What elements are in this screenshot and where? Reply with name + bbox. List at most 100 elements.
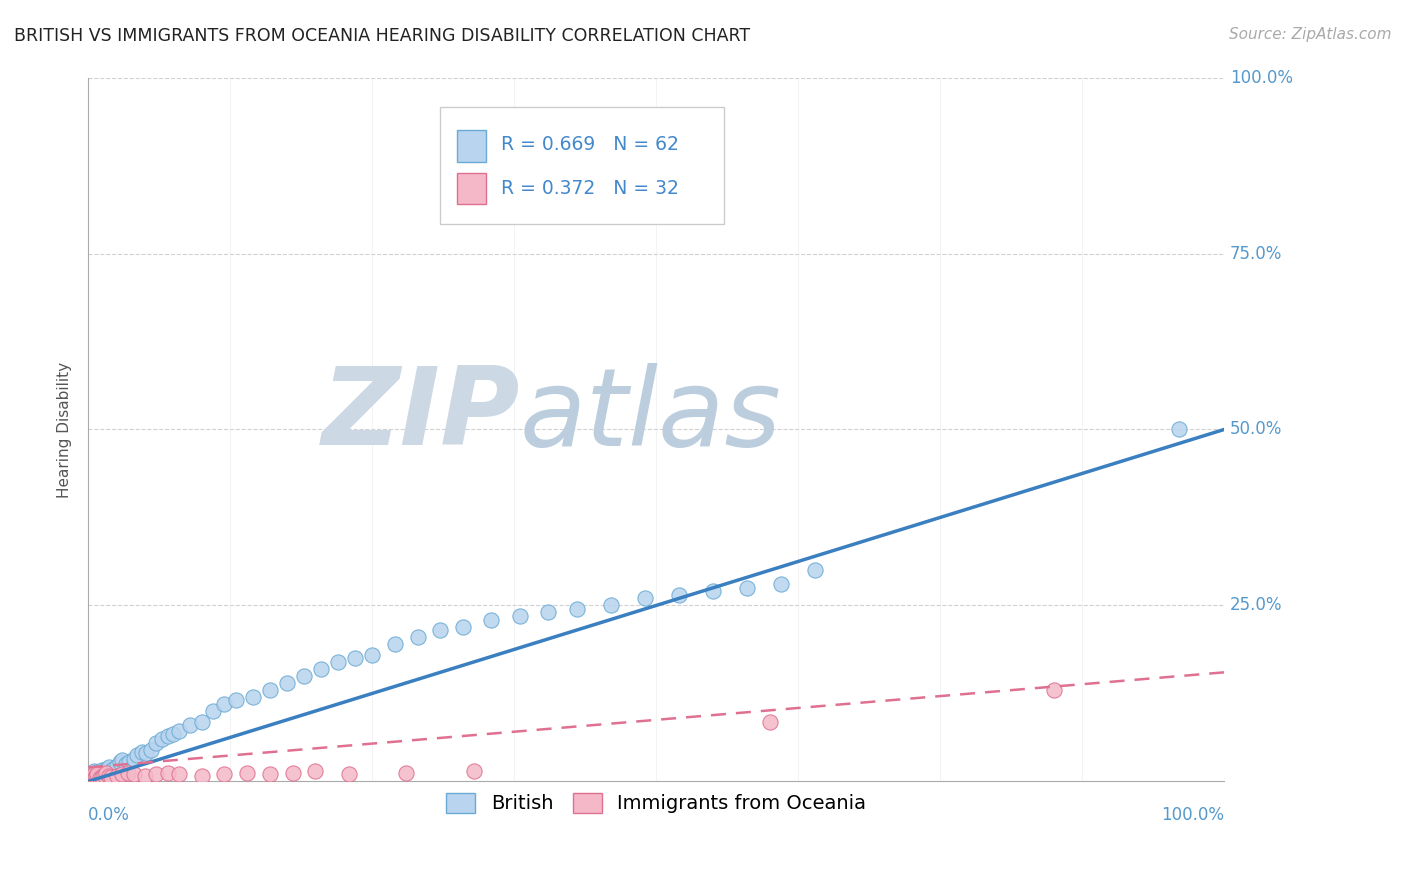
Point xyxy=(82,766,104,780)
Point xyxy=(96,762,118,776)
Text: 100.0%: 100.0% xyxy=(1230,69,1292,87)
Point xyxy=(292,669,315,683)
Point xyxy=(135,746,157,760)
Point xyxy=(134,769,156,783)
Point xyxy=(118,755,141,769)
Text: atlas: atlas xyxy=(520,363,782,468)
Point xyxy=(94,764,117,779)
Point xyxy=(84,769,107,783)
Point xyxy=(225,693,247,707)
Point xyxy=(259,682,281,697)
Point xyxy=(117,766,139,780)
Legend: British, Immigrants from Oceania: British, Immigrants from Oceania xyxy=(439,785,875,821)
Point xyxy=(162,726,184,740)
Point xyxy=(90,770,112,784)
Point xyxy=(804,563,827,577)
Point xyxy=(93,767,115,781)
Point xyxy=(93,768,115,782)
FancyBboxPatch shape xyxy=(440,107,724,224)
Point xyxy=(242,690,264,704)
Point xyxy=(139,743,162,757)
Point xyxy=(214,697,236,711)
Point xyxy=(259,767,281,781)
Point xyxy=(101,762,124,776)
Point xyxy=(84,766,107,780)
Point xyxy=(100,770,122,784)
Point xyxy=(87,768,110,782)
FancyBboxPatch shape xyxy=(457,130,485,162)
Point xyxy=(309,662,332,676)
Point xyxy=(122,767,145,781)
Text: Source: ZipAtlas.com: Source: ZipAtlas.com xyxy=(1229,27,1392,42)
Point xyxy=(114,756,136,771)
Point xyxy=(82,769,104,783)
Point xyxy=(89,771,111,785)
Point xyxy=(145,736,167,750)
Text: ZIP: ZIP xyxy=(322,362,520,468)
Point xyxy=(97,769,120,783)
Point xyxy=(131,745,153,759)
Point xyxy=(90,765,112,780)
Point xyxy=(150,732,173,747)
FancyBboxPatch shape xyxy=(457,172,485,204)
Point xyxy=(79,772,101,786)
Point xyxy=(105,759,128,773)
Point xyxy=(481,613,503,627)
Point xyxy=(429,623,451,637)
Point xyxy=(100,764,122,778)
Point xyxy=(276,676,298,690)
Point xyxy=(202,704,225,718)
Point xyxy=(122,752,145,766)
Point xyxy=(304,764,326,778)
Point xyxy=(156,729,179,743)
Point xyxy=(167,723,190,738)
Point xyxy=(125,747,148,762)
Point xyxy=(463,764,485,778)
Point xyxy=(80,770,103,784)
Point xyxy=(90,763,112,777)
Point xyxy=(105,769,128,783)
Point xyxy=(111,767,134,781)
Text: 25.0%: 25.0% xyxy=(1230,597,1282,615)
Point xyxy=(86,764,108,779)
Text: 75.0%: 75.0% xyxy=(1230,244,1282,262)
Point xyxy=(190,714,212,729)
Point xyxy=(339,767,361,781)
Point xyxy=(79,769,101,783)
Point xyxy=(735,581,758,595)
Point xyxy=(1167,422,1189,436)
Point xyxy=(599,599,621,613)
Point xyxy=(281,766,304,780)
Point xyxy=(537,606,560,620)
Point xyxy=(395,766,418,780)
Point xyxy=(344,651,367,665)
Point xyxy=(97,760,120,774)
Text: R = 0.669   N = 62: R = 0.669 N = 62 xyxy=(501,135,678,154)
Y-axis label: Hearing Disability: Hearing Disability xyxy=(58,361,72,498)
Point xyxy=(384,637,406,651)
Point xyxy=(83,764,105,778)
Point xyxy=(108,755,131,769)
Point xyxy=(96,766,118,780)
Point xyxy=(361,648,384,662)
Point xyxy=(451,619,474,633)
Point xyxy=(80,767,103,781)
Point xyxy=(84,767,107,781)
Point xyxy=(145,767,167,781)
Point xyxy=(770,577,793,591)
Point xyxy=(214,767,236,781)
Point xyxy=(326,655,349,669)
Point xyxy=(156,766,179,780)
Point xyxy=(758,714,780,729)
Point xyxy=(509,609,531,624)
Text: 0.0%: 0.0% xyxy=(89,806,129,824)
Point xyxy=(634,591,657,606)
Point xyxy=(84,770,107,784)
Point xyxy=(1042,682,1064,697)
Point xyxy=(702,584,724,599)
Text: R = 0.372   N = 32: R = 0.372 N = 32 xyxy=(501,178,678,197)
Point xyxy=(668,588,690,602)
Point xyxy=(167,767,190,781)
Point xyxy=(111,753,134,767)
Point xyxy=(179,718,201,732)
